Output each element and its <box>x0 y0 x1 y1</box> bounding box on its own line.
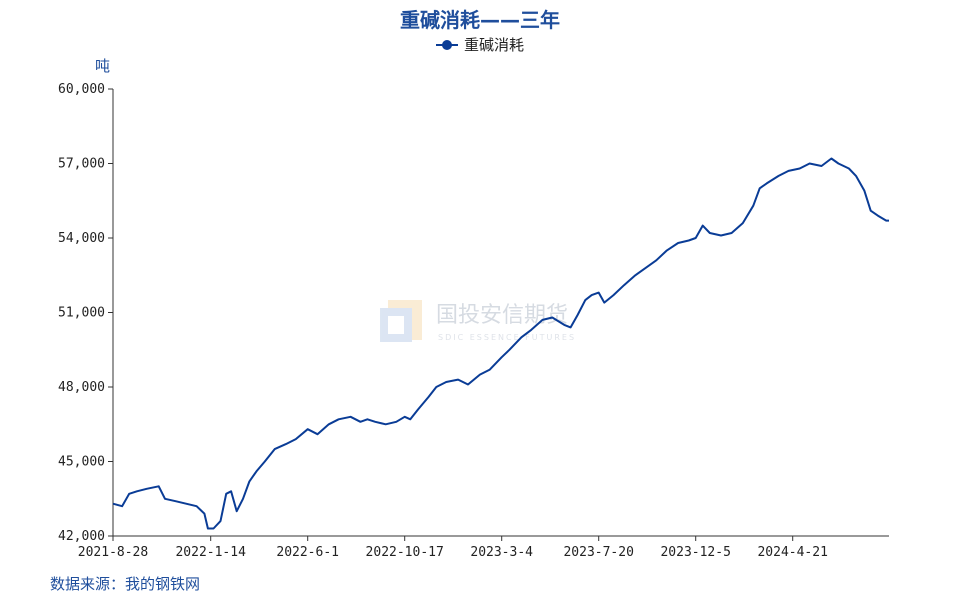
x-tick-label: 2021-8-28 <box>78 545 148 560</box>
watermark-logo-front <box>380 308 412 342</box>
watermark-name: 国投安信期货 <box>436 303 568 328</box>
y-tick-label: 51,000 <box>58 306 105 321</box>
x-tick-label: 2023-12-5 <box>660 545 730 560</box>
legend-series-label: 重碱消耗 <box>463 36 524 54</box>
y-tick-label: 48,000 <box>58 380 105 395</box>
watermark: 国投安信期货 SDIC ESSENCE FUTURES <box>380 300 576 342</box>
x-tick-label: 2022-6-1 <box>276 545 339 560</box>
y-tick-label: 42,000 <box>58 529 105 544</box>
y-tick-label: 54,000 <box>58 231 105 246</box>
series-line <box>112 157 889 530</box>
legend[interactable]: 重碱消耗 <box>0 34 960 55</box>
y-tick-label: 60,000 <box>58 82 105 97</box>
x-tick-label: 2022-1-14 <box>175 545 246 560</box>
y-tick-label: 57,000 <box>58 157 105 172</box>
chart-title: 重碱消耗——三年 <box>400 8 560 32</box>
x-tick-label: 2023-3-4 <box>470 545 533 560</box>
x-tick-label: 2024-4-21 <box>757 545 827 560</box>
x-tick-label: 2023-7-20 <box>563 545 633 560</box>
legend-series-marker <box>435 39 458 51</box>
x-tick-label: 2022-10-17 <box>366 545 444 560</box>
data-source-note: 数据来源：我的钢铁网 <box>50 575 201 593</box>
watermark-subtitle: SDIC ESSENCE FUTURES <box>438 333 576 342</box>
series-layer <box>112 157 889 530</box>
watermark-logo-inner <box>388 316 404 334</box>
y-tick-label: 45,000 <box>58 455 105 470</box>
axes: 42,000 45,000 48,000 51,000 54,000 57,000 60,0… <box>58 82 889 560</box>
y-axis-unit-label: 吨 <box>95 57 111 75</box>
watermark-logo-back <box>388 300 422 340</box>
